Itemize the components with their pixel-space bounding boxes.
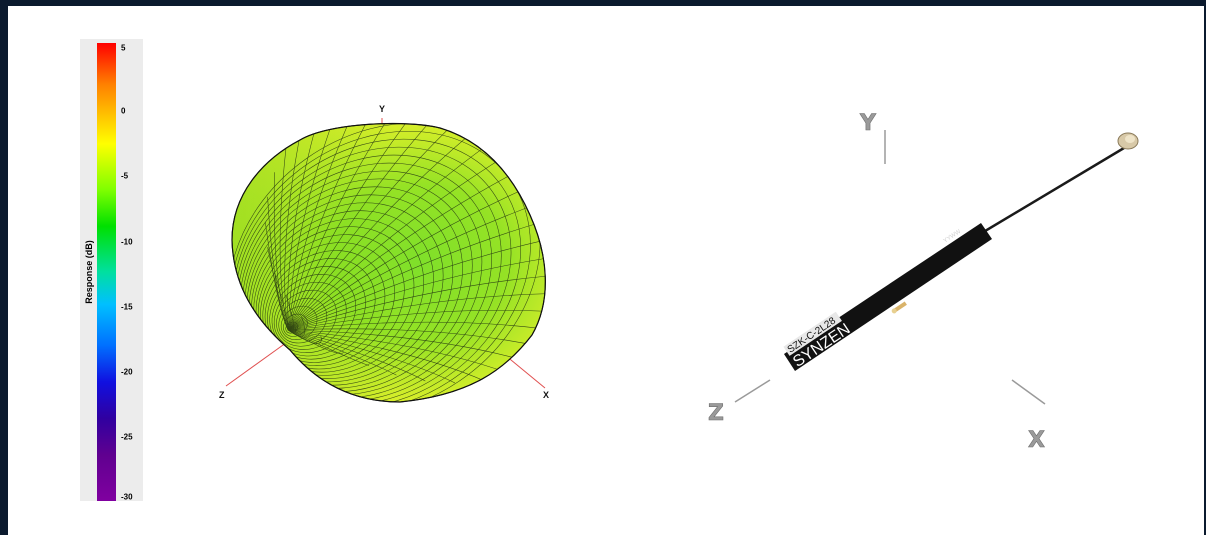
mesh-meridian [273, 172, 289, 331]
mesh-ring [280, 305, 318, 340]
mesh-meridian [284, 127, 302, 331]
mesh-meridian [267, 196, 289, 331]
colorbar-tick: -20 [121, 367, 133, 377]
mesh-meridian [287, 329, 397, 376]
model-z-axis-label: Z [708, 401, 724, 426]
connector-icon [1117, 132, 1139, 150]
mesh-meridian [287, 127, 546, 331]
mesh-meridian [287, 123, 485, 331]
model-x-axis-line [1011, 379, 1046, 405]
mesh-meridian [279, 148, 289, 331]
mesh-meridian [287, 123, 397, 331]
mesh-meridian [287, 271, 546, 331]
x-axis-label: X [543, 390, 549, 400]
z-axis-label: Z [219, 390, 225, 400]
mesh-meridian [287, 123, 426, 331]
antenna-cable [959, 146, 1125, 248]
mesh-meridian [287, 148, 546, 331]
mesh-meridian [287, 309, 546, 331]
mesh-meridian [287, 293, 546, 331]
colorbar-tick: 0 [121, 106, 126, 116]
mesh-meridian [287, 329, 485, 382]
mesh-meridian [287, 246, 546, 331]
mesh-ring [273, 281, 347, 350]
mesh-meridian [287, 123, 542, 331]
mesh-meridian [287, 171, 546, 331]
model-axes: Y Z X [708, 111, 1046, 453]
mesh-meridian [287, 123, 322, 331]
mesh-ring [283, 313, 308, 337]
colorbar-tick: -15 [121, 302, 133, 312]
mesh-meridian [287, 321, 546, 337]
x-axis-line [504, 354, 546, 389]
z-axis-line [225, 339, 291, 387]
radiation-pattern-surface [231, 122, 546, 403]
mesh-meridian [287, 221, 546, 331]
model-x-axis-label: X [1028, 428, 1045, 453]
colorbar-tick: 5 [121, 43, 126, 53]
colorbar-tick: -5 [121, 171, 129, 181]
mesh-meridian [287, 123, 546, 331]
mesh-meridian [287, 316, 306, 337]
model-z-axis-line [734, 379, 771, 403]
colorbar-tick: -10 [121, 237, 133, 247]
mesh-meridian [287, 123, 514, 331]
colorbar-tick: -25 [121, 432, 133, 442]
model-y-axis-label: Y [859, 111, 877, 136]
y-axis-label: Y [379, 104, 385, 114]
mesh-meridian [287, 196, 546, 331]
mesh-meridian [287, 329, 514, 376]
mesh-meridian [287, 123, 370, 331]
mesh-meridian [287, 329, 456, 384]
mesh-meridian [287, 329, 344, 354]
mesh-meridian [287, 329, 369, 366]
colorbar-gradient [97, 43, 116, 501]
mesh-ring [278, 297, 328, 344]
antenna-body [784, 223, 992, 371]
colorbar-tick: -30 [121, 492, 133, 502]
mesh-meridian [287, 329, 426, 382]
mesh-meridian [287, 123, 456, 331]
antenna-model: SZK-C-2L28 SYNZEN YYWW [783, 132, 1139, 371]
feed-point-icon [891, 301, 907, 314]
